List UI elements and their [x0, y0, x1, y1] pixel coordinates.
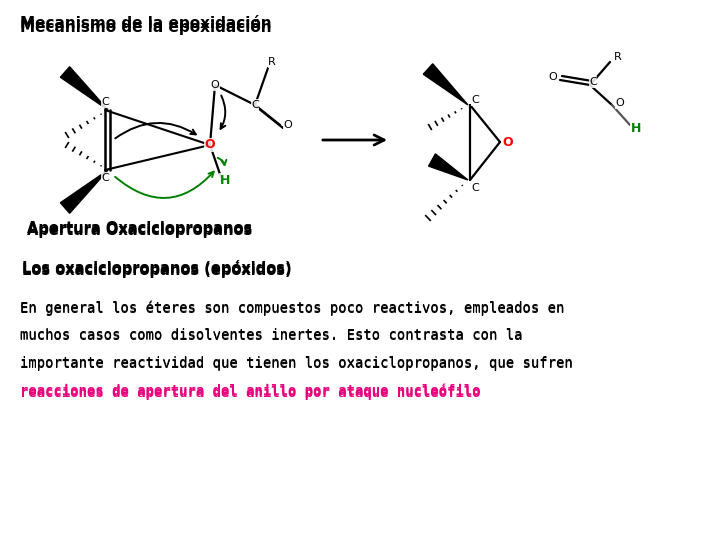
FancyArrowPatch shape [115, 172, 214, 198]
Text: C: C [101, 97, 109, 107]
Text: reacciones de apertura del anillo por ataque nucleófilo: reacciones de apertura del anillo por at… [20, 385, 481, 400]
Text: En general los éteres son compuestos poco reactivos, empleados en: En general los éteres son compuestos poc… [20, 300, 564, 315]
Text: importante reactividad que tienen los oxaciclopropanos, que sufren: importante reactividad que tienen los ox… [20, 356, 573, 370]
Text: reacciones de apertura del anillo por ataque nucleófilo: reacciones de apertura del anillo por at… [20, 383, 481, 398]
Text: muchos casos como disolventes inertes. Esto contrasta con la: muchos casos como disolventes inertes. E… [20, 329, 523, 343]
Text: O: O [284, 120, 292, 130]
Text: O: O [616, 98, 624, 108]
Text: C: C [471, 95, 479, 105]
FancyArrowPatch shape [115, 123, 196, 138]
Text: C: C [471, 183, 479, 193]
Text: muchos casos como disolventes inertes. Esto contrasta con la: muchos casos como disolventes inertes. E… [20, 328, 523, 342]
Text: C: C [251, 100, 259, 110]
Polygon shape [428, 154, 468, 180]
Text: O: O [204, 138, 215, 152]
Text: O: O [549, 72, 557, 82]
FancyArrowPatch shape [220, 96, 225, 129]
Polygon shape [60, 67, 108, 110]
Text: Apertura Oxaciclopropanos: Apertura Oxaciclopropanos [27, 223, 252, 238]
Text: importante reactividad que tienen los oxaciclopropanos, que sufren: importante reactividad que tienen los ox… [20, 357, 572, 371]
Text: C: C [101, 173, 109, 183]
Text: H: H [631, 122, 642, 134]
FancyArrowPatch shape [217, 158, 226, 165]
Text: R: R [614, 52, 622, 62]
Text: Mecanismo de la epoxidación: Mecanismo de la epoxidación [20, 15, 271, 31]
Text: O: O [211, 80, 220, 90]
Text: O: O [503, 136, 513, 148]
Text: En general los éteres son compuestos poco reactivos, empleados en: En general los éteres son compuestos poc… [20, 301, 564, 315]
Text: H: H [220, 173, 230, 186]
Text: Los oxaciclopropanos (epóxidos): Los oxaciclopropanos (epóxidos) [22, 262, 292, 278]
Text: R: R [268, 57, 276, 67]
Polygon shape [60, 170, 108, 213]
Text: Mecanismo de la epoxidación: Mecanismo de la epoxidación [20, 19, 271, 35]
Polygon shape [423, 64, 468, 105]
Text: Apertura Oxaciclopropanos: Apertura Oxaciclopropanos [27, 221, 253, 237]
Text: Los oxaciclopropanos (epóxidos): Los oxaciclopropanos (epóxidos) [22, 260, 291, 276]
Text: C: C [589, 77, 597, 87]
